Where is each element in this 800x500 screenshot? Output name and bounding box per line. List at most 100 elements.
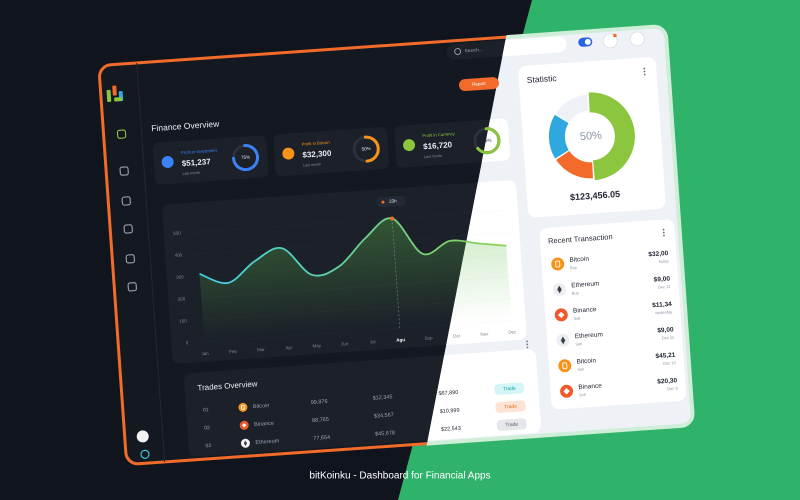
logo	[106, 89, 112, 103]
transaction-type: Sell	[577, 367, 584, 372]
statistic-panel	[518, 57, 666, 218]
y-tick-label: 0	[186, 340, 189, 345]
tooltip-box	[376, 195, 406, 208]
x-tick-label: Agu	[396, 337, 405, 343]
notification-dot	[613, 33, 617, 38]
x-tick-label: Nov	[480, 331, 489, 337]
trade-price: $45,678	[375, 430, 395, 437]
bitcoin-glyph	[562, 362, 568, 370]
row-number: 02	[204, 425, 210, 431]
transaction-type: Buy	[572, 290, 579, 295]
menu-dot	[662, 231, 665, 234]
grid-line	[190, 232, 510, 255]
logout-icon[interactable]	[140, 449, 150, 459]
transaction-coin: Ethereum	[575, 331, 604, 340]
bitcoin-icon	[558, 359, 572, 373]
toggle-knob	[584, 38, 591, 45]
progress-arc	[232, 144, 260, 172]
menu-dot	[643, 73, 646, 76]
row-number: 01	[203, 407, 209, 413]
trade-value: $10,999	[440, 408, 460, 415]
menu-dot	[526, 340, 528, 343]
card-icon	[282, 147, 295, 160]
section-title: Recent Transaction	[548, 232, 613, 245]
search-placeholder: Search...	[464, 47, 482, 53]
card-note: Last month	[182, 171, 200, 176]
transaction-date: Yesterday	[655, 309, 673, 315]
transaction-coin: Binance	[578, 382, 602, 391]
transaction-date: Dec 12	[658, 284, 672, 290]
statistic-total: $123,456.05	[570, 189, 621, 202]
x-tick-label: Apr	[285, 345, 293, 351]
row-number: 03	[205, 443, 211, 449]
transaction-date: Dec 9	[667, 385, 679, 391]
transaction-date: Dec 11	[662, 335, 675, 341]
transaction-amount: $11,34	[652, 301, 672, 309]
header-icon[interactable]	[629, 31, 645, 47]
card-note: Last month	[424, 154, 442, 159]
trade-button[interactable]	[496, 418, 527, 431]
trade-button-label: Trade	[504, 404, 517, 411]
transaction-type: Sell	[573, 316, 580, 321]
nav-icon[interactable]	[125, 254, 135, 264]
menu-dot	[663, 234, 665, 237]
logo	[114, 97, 123, 102]
transaction-amount: $9,00	[654, 275, 671, 283]
chart-area	[199, 218, 512, 342]
nav-icon[interactable]	[116, 129, 127, 139]
trade-value: $67,890	[438, 390, 458, 397]
trade-button[interactable]	[495, 400, 526, 413]
trade-volume: 77,654	[313, 435, 330, 442]
progress-arc	[476, 127, 501, 155]
card-amount: $16,720	[423, 140, 453, 151]
nav-icon[interactable]	[121, 196, 131, 206]
y-tick-label: 200	[178, 296, 186, 302]
y-tick-label: 400	[174, 252, 182, 258]
nav-icon[interactable]	[123, 224, 133, 234]
card-icon	[403, 139, 416, 152]
binance-glyph	[558, 311, 565, 319]
tooltip-label: 23h	[389, 198, 397, 204]
highlight-point	[390, 216, 395, 221]
transaction-amount: $45,21	[655, 352, 676, 360]
nav-icon[interactable]	[119, 166, 129, 176]
x-tick-label: Mar	[257, 347, 266, 353]
grid-line	[188, 210, 508, 233]
transaction-amount: $9,00	[657, 326, 674, 334]
nav-icon[interactable]	[127, 282, 137, 292]
x-tick-label: Sep	[424, 335, 433, 341]
header-icon[interactable]	[602, 33, 618, 49]
binance-glyph	[241, 423, 247, 428]
binance-glyph	[563, 388, 570, 395]
card-amount: $51,237	[181, 157, 211, 168]
tooltip-dot	[381, 200, 385, 204]
card-label: Profit in Currency	[422, 131, 456, 138]
menu-dot	[526, 343, 529, 346]
x-tick-label: Jun	[341, 341, 349, 347]
card-label: Profit in Bitcoin	[302, 140, 331, 147]
bitcoin-glyph	[241, 404, 245, 410]
ethereum-glyph	[557, 285, 562, 294]
transaction-date: Dec 10	[663, 360, 677, 366]
menu-dot	[662, 228, 665, 231]
y-tick-label: 100	[179, 318, 187, 324]
coin-name: Bitcoin	[253, 403, 270, 410]
card-label: Profit in Investment	[181, 148, 218, 156]
user-avatar[interactable]	[136, 430, 149, 443]
trade-button-label: Trade	[505, 422, 518, 429]
trade-button[interactable]	[494, 382, 525, 395]
report-button[interactable]	[459, 77, 500, 92]
transaction-type: Sell	[579, 392, 586, 397]
sidebar-divider	[136, 62, 166, 462]
trade-price: $12,345	[372, 394, 392, 401]
coin-name: Ethereum	[255, 438, 280, 446]
bitcoin-icon	[551, 257, 565, 271]
x-tick-label: Oct	[453, 333, 461, 339]
bitcoin-glyph	[555, 260, 561, 268]
progress-label: 75%	[241, 154, 250, 160]
bitcoin-icon	[238, 402, 248, 412]
trade-price: $34,567	[374, 412, 394, 419]
progress-arc	[363, 135, 380, 163]
